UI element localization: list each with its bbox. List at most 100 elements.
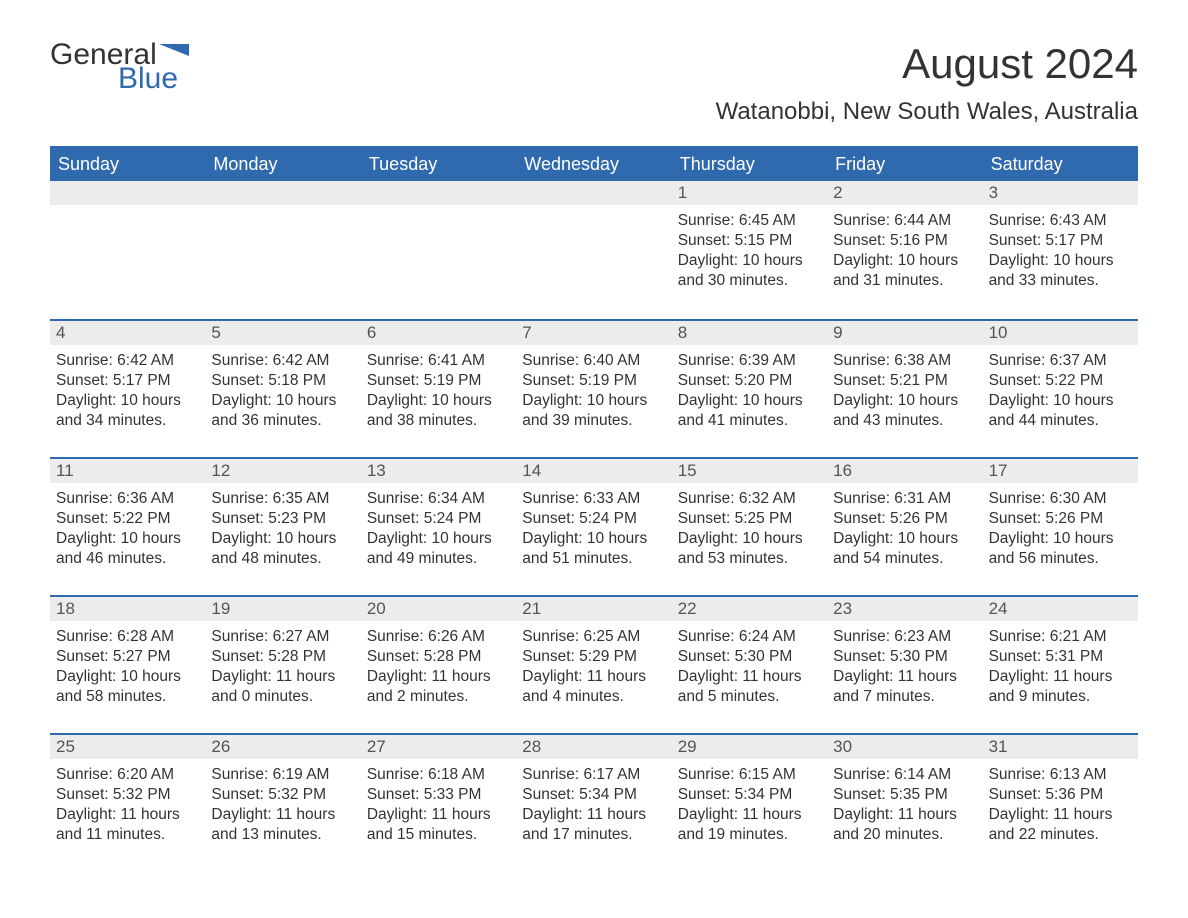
day-line: Sunrise: 6:31 AM: [833, 489, 976, 509]
day-number: 25: [50, 735, 205, 759]
day-line: Sunset: 5:27 PM: [56, 647, 199, 667]
header-row: General Blue August 2024 Watanobbi, New …: [50, 40, 1138, 138]
day-line: Sunrise: 6:15 AM: [678, 765, 821, 785]
day-number: 6: [361, 321, 516, 345]
day-line: Sunset: 5:31 PM: [989, 647, 1132, 667]
day-line: Sunrise: 6:39 AM: [678, 351, 821, 371]
day-content: Sunrise: 6:24 AMSunset: 5:30 PMDaylight:…: [672, 621, 827, 708]
day-number: 26: [205, 735, 360, 759]
day-cell: 28Sunrise: 6:17 AMSunset: 5:34 PMDayligh…: [516, 733, 671, 871]
day-cell: 23Sunrise: 6:23 AMSunset: 5:30 PMDayligh…: [827, 595, 982, 733]
day-line: Sunset: 5:25 PM: [678, 509, 821, 529]
day-content: Sunrise: 6:38 AMSunset: 5:21 PMDaylight:…: [827, 345, 982, 432]
day-number: 15: [672, 459, 827, 483]
day-line: Sunset: 5:28 PM: [367, 647, 510, 667]
day-line: Sunrise: 6:19 AM: [211, 765, 354, 785]
day-line: and 38 minutes.: [367, 411, 510, 431]
day-cell: 20Sunrise: 6:26 AMSunset: 5:28 PMDayligh…: [361, 595, 516, 733]
day-line: Sunrise: 6:42 AM: [56, 351, 199, 371]
day-line: Daylight: 11 hours: [367, 667, 510, 687]
weekday-header: Monday: [205, 148, 360, 181]
day-line: Sunset: 5:21 PM: [833, 371, 976, 391]
day-line: Daylight: 10 hours: [678, 391, 821, 411]
day-line: Sunset: 5:32 PM: [56, 785, 199, 805]
day-line: and 34 minutes.: [56, 411, 199, 431]
day-line: Sunrise: 6:40 AM: [522, 351, 665, 371]
weekday-header: Sunday: [50, 148, 205, 181]
day-line: Sunrise: 6:23 AM: [833, 627, 976, 647]
day-line: Sunset: 5:19 PM: [367, 371, 510, 391]
day-line: Daylight: 10 hours: [211, 529, 354, 549]
day-line: Daylight: 10 hours: [833, 391, 976, 411]
day-line: Sunset: 5:17 PM: [989, 231, 1132, 251]
day-content: Sunrise: 6:41 AMSunset: 5:19 PMDaylight:…: [361, 345, 516, 432]
day-number: 23: [827, 597, 982, 621]
weekday-header: Thursday: [672, 148, 827, 181]
day-line: Sunset: 5:33 PM: [367, 785, 510, 805]
day-line: Sunset: 5:22 PM: [56, 509, 199, 529]
day-line: Sunrise: 6:27 AM: [211, 627, 354, 647]
day-line: Sunrise: 6:41 AM: [367, 351, 510, 371]
day-line: and 49 minutes.: [367, 549, 510, 569]
day-content: Sunrise: 6:18 AMSunset: 5:33 PMDaylight:…: [361, 759, 516, 846]
day-cell: 21Sunrise: 6:25 AMSunset: 5:29 PMDayligh…: [516, 595, 671, 733]
day-number: 17: [983, 459, 1138, 483]
day-line: Sunrise: 6:26 AM: [367, 627, 510, 647]
day-cell: 18Sunrise: 6:28 AMSunset: 5:27 PMDayligh…: [50, 595, 205, 733]
day-content: Sunrise: 6:20 AMSunset: 5:32 PMDaylight:…: [50, 759, 205, 846]
day-number: 21: [516, 597, 671, 621]
day-number: 18: [50, 597, 205, 621]
day-content: Sunrise: 6:32 AMSunset: 5:25 PMDaylight:…: [672, 483, 827, 570]
day-cell: 19Sunrise: 6:27 AMSunset: 5:28 PMDayligh…: [205, 595, 360, 733]
day-line: Daylight: 10 hours: [56, 391, 199, 411]
day-content: [516, 205, 671, 211]
day-line: Sunset: 5:35 PM: [833, 785, 976, 805]
day-number: 28: [516, 735, 671, 759]
day-number: 1: [672, 181, 827, 205]
day-cell: 8Sunrise: 6:39 AMSunset: 5:20 PMDaylight…: [672, 319, 827, 457]
day-line: Sunset: 5:20 PM: [678, 371, 821, 391]
day-content: Sunrise: 6:31 AMSunset: 5:26 PMDaylight:…: [827, 483, 982, 570]
day-cell: 16Sunrise: 6:31 AMSunset: 5:26 PMDayligh…: [827, 457, 982, 595]
day-cell: [516, 181, 671, 319]
day-line: and 11 minutes.: [56, 825, 199, 845]
day-content: Sunrise: 6:17 AMSunset: 5:34 PMDaylight:…: [516, 759, 671, 846]
day-content: Sunrise: 6:25 AMSunset: 5:29 PMDaylight:…: [516, 621, 671, 708]
day-line: Sunset: 5:34 PM: [678, 785, 821, 805]
day-number: 22: [672, 597, 827, 621]
day-line: and 19 minutes.: [678, 825, 821, 845]
day-number: [50, 181, 205, 205]
day-line: Sunset: 5:29 PM: [522, 647, 665, 667]
day-cell: 7Sunrise: 6:40 AMSunset: 5:19 PMDaylight…: [516, 319, 671, 457]
day-cell: 29Sunrise: 6:15 AMSunset: 5:34 PMDayligh…: [672, 733, 827, 871]
day-line: Sunrise: 6:21 AM: [989, 627, 1132, 647]
day-cell: [50, 181, 205, 319]
day-cell: 13Sunrise: 6:34 AMSunset: 5:24 PMDayligh…: [361, 457, 516, 595]
day-line: Daylight: 10 hours: [678, 251, 821, 271]
day-line: and 13 minutes.: [211, 825, 354, 845]
day-content: Sunrise: 6:42 AMSunset: 5:17 PMDaylight:…: [50, 345, 205, 432]
day-cell: 24Sunrise: 6:21 AMSunset: 5:31 PMDayligh…: [983, 595, 1138, 733]
calendar-grid: SundayMondayTuesdayWednesdayThursdayFrid…: [50, 146, 1138, 871]
day-content: Sunrise: 6:43 AMSunset: 5:17 PMDaylight:…: [983, 205, 1138, 292]
day-content: Sunrise: 6:42 AMSunset: 5:18 PMDaylight:…: [205, 345, 360, 432]
day-content: Sunrise: 6:26 AMSunset: 5:28 PMDaylight:…: [361, 621, 516, 708]
day-line: and 36 minutes.: [211, 411, 354, 431]
day-cell: 2Sunrise: 6:44 AMSunset: 5:16 PMDaylight…: [827, 181, 982, 319]
day-line: and 30 minutes.: [678, 271, 821, 291]
day-line: Daylight: 11 hours: [678, 805, 821, 825]
day-line: Daylight: 10 hours: [367, 391, 510, 411]
day-line: Daylight: 11 hours: [522, 667, 665, 687]
day-cell: 31Sunrise: 6:13 AMSunset: 5:36 PMDayligh…: [983, 733, 1138, 871]
day-number: [361, 181, 516, 205]
day-line: Sunrise: 6:28 AM: [56, 627, 199, 647]
day-number: 16: [827, 459, 982, 483]
day-line: and 51 minutes.: [522, 549, 665, 569]
day-cell: [205, 181, 360, 319]
day-number: 20: [361, 597, 516, 621]
day-line: Daylight: 10 hours: [833, 251, 976, 271]
day-cell: 30Sunrise: 6:14 AMSunset: 5:35 PMDayligh…: [827, 733, 982, 871]
day-cell: 4Sunrise: 6:42 AMSunset: 5:17 PMDaylight…: [50, 319, 205, 457]
day-line: Sunset: 5:22 PM: [989, 371, 1132, 391]
day-line: and 20 minutes.: [833, 825, 976, 845]
